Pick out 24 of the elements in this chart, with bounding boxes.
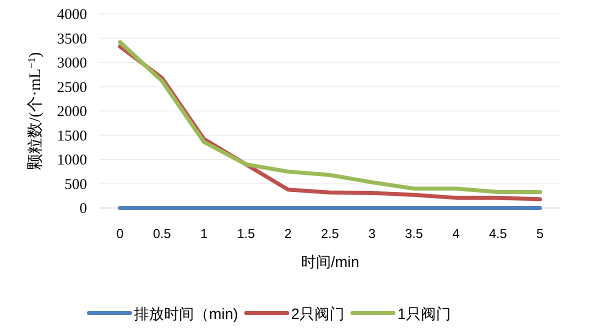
x-tick-label: 0.5	[152, 226, 172, 241]
y-tick-label: 4000	[57, 7, 87, 23]
y-tick-label: 3500	[57, 31, 87, 48]
y-tick-label: 500	[64, 176, 87, 193]
x-tick-label: 5	[536, 226, 544, 241]
x-tick-label: 1	[200, 226, 208, 241]
x-tick-label: 0	[116, 226, 124, 241]
x-tick-label: 4.5	[488, 226, 508, 241]
y-tick-label: 2000	[57, 104, 87, 120]
x-tick-label: 3	[368, 226, 376, 241]
y-tick-label: 1000	[57, 152, 87, 168]
x-tick-label: 2.5	[320, 226, 340, 241]
legend-label: 排放时间（min)	[134, 306, 238, 323]
x-axis-title: 时间/min	[300, 254, 360, 271]
x-tick-label: 4	[452, 226, 460, 241]
x-tick-label: 3.5	[404, 226, 424, 241]
y-tick-label: 0	[80, 201, 87, 217]
y-tick-label: 1500	[57, 128, 87, 144]
legend-label: 2只阀门	[291, 306, 345, 323]
y-tick-label: 3000	[57, 56, 87, 72]
x-tick-label: 1.5	[236, 226, 256, 241]
legend-label: 1只阀门	[398, 306, 451, 323]
y-tick-label: 2500	[57, 80, 87, 96]
x-tick-label: 2	[284, 226, 292, 241]
